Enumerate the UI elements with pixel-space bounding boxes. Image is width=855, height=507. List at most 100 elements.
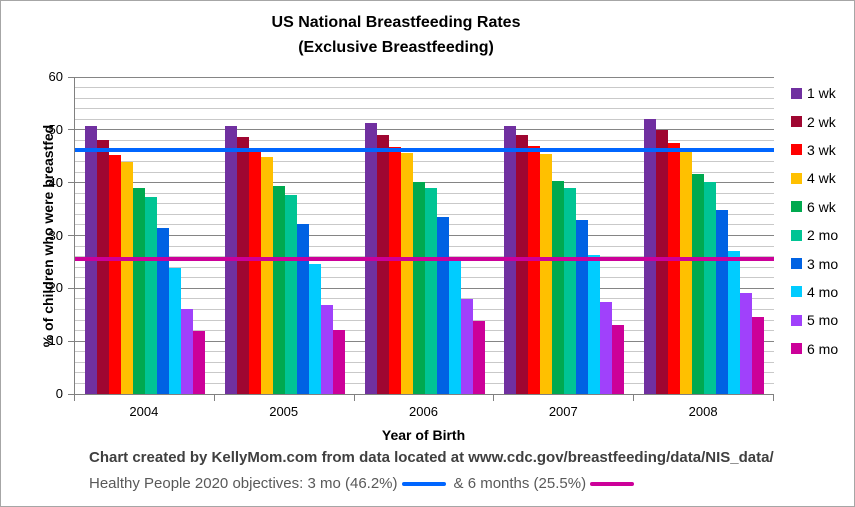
bar-4wk-2004	[120, 161, 133, 394]
legend-item: 3 wk	[791, 136, 838, 164]
major-gridline	[75, 182, 774, 184]
bar-3mo-2004	[156, 227, 169, 394]
y-tick-label: 20	[48, 280, 63, 296]
minor-gridline	[75, 161, 774, 163]
bar-2wk-2005	[236, 136, 249, 394]
bar-6mo-2007	[612, 324, 625, 394]
legend-item: 4 wk	[791, 164, 838, 192]
bar-3mo-2005	[296, 224, 309, 394]
legend-swatch	[791, 116, 802, 128]
bar-3wk-2007	[528, 146, 541, 394]
bar-4mo-2007	[588, 254, 601, 394]
x-tick-mark	[633, 395, 635, 401]
y-tick-label: 50	[48, 121, 63, 137]
y-tick-label: 40	[48, 174, 63, 190]
legend-item: 4 mo	[791, 278, 838, 306]
y-tick-mark	[68, 287, 74, 289]
bar-2wk-2006	[376, 135, 389, 394]
legend-label: 2 mo	[807, 227, 839, 244]
minor-gridline	[75, 97, 774, 99]
bar-6wk-2006	[412, 182, 425, 394]
bar-5mo-2005	[320, 304, 333, 394]
legend-item: 6 wk	[791, 193, 838, 221]
source-caption: Chart created by KellyMom.com from data …	[89, 449, 774, 466]
bar-1wk-2008	[644, 119, 657, 394]
legend-label: 4 mo	[807, 283, 839, 300]
bar-6wk-2007	[552, 180, 565, 394]
bar-2wk-2007	[516, 135, 529, 394]
bar-5mo-2007	[600, 302, 613, 394]
bar-6wk-2005	[272, 186, 285, 394]
bar-2mo-2008	[704, 182, 717, 394]
magenta-objective-line-sample	[590, 481, 635, 486]
x-category-label: 2008	[688, 404, 718, 419]
y-tick-mark	[68, 340, 74, 342]
bar-3mo-2006	[436, 217, 449, 394]
y-tick-mark	[68, 129, 74, 131]
x-tick-mark	[493, 395, 495, 401]
bar-2wk-2004	[96, 139, 109, 394]
x-tick-mark	[773, 395, 774, 401]
bar-3wk-2008	[668, 142, 681, 394]
legend-label: 2 wk	[807, 113, 836, 130]
legend-swatch	[791, 286, 802, 298]
y-tick-label: 30	[48, 227, 63, 243]
legend-swatch	[791, 229, 802, 241]
minor-gridline	[75, 139, 774, 141]
legend-label: 3 wk	[807, 141, 836, 158]
y-tick-label: 60	[48, 69, 63, 84]
bar-4wk-2007	[540, 153, 553, 394]
bar-3mo-2008	[716, 210, 729, 394]
bar-4mo-2006	[448, 257, 461, 394]
plot-area	[74, 76, 774, 395]
bar-2mo-2006	[424, 188, 437, 394]
legend-label: 3 mo	[807, 255, 839, 272]
bar-4mo-2004	[168, 267, 181, 394]
x-tick-mark	[353, 395, 355, 401]
chart-title: US National Breastfeeding Rates (Exclusi…	[1, 10, 791, 60]
y-tick-label: 0	[55, 386, 63, 401]
minor-gridline	[75, 118, 774, 120]
legend-label: 6 mo	[807, 340, 839, 357]
legend-item: 5 mo	[791, 306, 838, 334]
y-tick-mark	[68, 393, 74, 395]
bar-2mo-2007	[564, 187, 577, 394]
reference-line	[75, 147, 774, 152]
objectives-text-6mo: & 6 months (25.5%)	[453, 475, 587, 492]
bar-4wk-2005	[260, 157, 273, 394]
legend-swatch	[791, 314, 802, 326]
bar-6mo-2005	[332, 329, 345, 394]
bar-6mo-2008	[752, 316, 765, 394]
legend-item: 2 mo	[791, 221, 838, 249]
bar-4mo-2005	[308, 264, 321, 394]
x-axis-title: Year of Birth	[381, 427, 466, 443]
y-tick-mark	[68, 235, 74, 236]
x-tick-mark	[213, 395, 215, 401]
legend-item: 6 mo	[791, 335, 838, 363]
bar-2mo-2004	[144, 197, 157, 394]
bar-5mo-2008	[740, 292, 753, 394]
legend-item: 1 wk	[791, 79, 838, 107]
legend: 1 wk 2 wk 3 wk 4 wk 6 wk 2 mo 3 mo 4 mo 5 mo 6 mo	[791, 79, 838, 363]
bar-6mo-2004	[192, 331, 205, 394]
bar-5mo-2006	[460, 298, 473, 394]
bar-6wk-2004	[132, 188, 145, 394]
objectives-text-3mo: Healthy People 2020 objectives: 3 mo (46…	[89, 475, 398, 492]
major-gridline	[75, 76, 774, 78]
legend-item: 3 mo	[791, 249, 838, 277]
x-category-label: 2004	[129, 404, 159, 419]
x-category-label: 2005	[269, 404, 299, 419]
x-category-label: 2006	[409, 404, 438, 419]
legend-label: 4 wk	[807, 170, 836, 187]
major-gridline	[75, 129, 774, 131]
x-category-label: 2007	[548, 404, 578, 419]
bar-4mo-2008	[728, 250, 741, 394]
bar-2mo-2005	[284, 194, 297, 394]
bar-4wk-2008	[680, 147, 693, 394]
bar-2wk-2008	[656, 129, 669, 394]
y-axis-title: % of children who were breastfed	[40, 124, 56, 348]
legend-swatch	[791, 87, 802, 99]
bar-5mo-2004	[180, 309, 193, 394]
y-tick-label: 10	[48, 333, 63, 349]
y-tick-mark	[68, 182, 74, 184]
